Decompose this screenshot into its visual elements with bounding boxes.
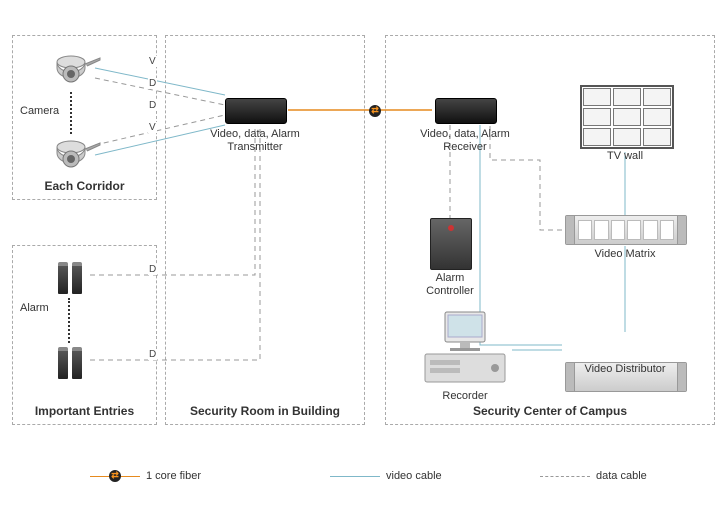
region-title-campus: Security Center of Campus — [386, 404, 714, 418]
video-matrix-icon — [565, 215, 687, 245]
legend-video: video cable — [330, 470, 442, 482]
region-secroom: Security Room in Building — [165, 35, 365, 425]
edge-label: D — [148, 78, 157, 89]
edge-label: D — [148, 264, 157, 275]
camera-icon — [55, 52, 95, 82]
ellipsis-icon — [68, 298, 72, 343]
legend-label: video cable — [386, 470, 442, 482]
edge-label: V — [148, 56, 157, 67]
alarm-sensor-icon — [52, 347, 88, 379]
region-title-corridor: Each Corridor — [13, 179, 156, 193]
recorder-icon — [420, 310, 510, 380]
transmitter-icon — [225, 98, 287, 124]
legend-data: data cable — [540, 470, 647, 482]
tv-wall-label: TV wall — [595, 150, 655, 163]
tv-wall-icon — [580, 85, 674, 149]
video-matrix-label: Video Matrix — [580, 248, 670, 261]
ellipsis-icon — [70, 92, 74, 134]
edge-label: V — [148, 122, 157, 133]
legend-label: data cable — [596, 470, 647, 482]
legend-fiber: ⇄ 1 core fiber — [90, 470, 201, 482]
transmitter-label: Video, data, AlarmTransmitter — [205, 128, 305, 154]
camera-icon — [55, 137, 95, 167]
region-title-entries: Important Entries — [13, 404, 156, 418]
alarm-sensor-icon — [52, 262, 88, 294]
alarm-controller-icon — [430, 218, 472, 270]
alarm-controller-label: AlarmController — [420, 272, 480, 298]
camera-label: Camera — [20, 105, 70, 118]
alarm-label: Alarm — [20, 302, 60, 315]
edge-label: D — [148, 349, 157, 360]
legend-label: 1 core fiber — [146, 470, 201, 482]
receiver-icon — [435, 98, 497, 124]
edge-label: D — [148, 100, 157, 111]
video-distributor-label: Video Distributor — [570, 363, 680, 376]
region-title-secroom: Security Room in Building — [166, 404, 364, 418]
receiver-label: Video, data, AlarmReceiver — [415, 128, 515, 154]
fiber-connector-icon: ⇄ — [369, 104, 381, 117]
recorder-label: Recorder — [430, 390, 500, 403]
